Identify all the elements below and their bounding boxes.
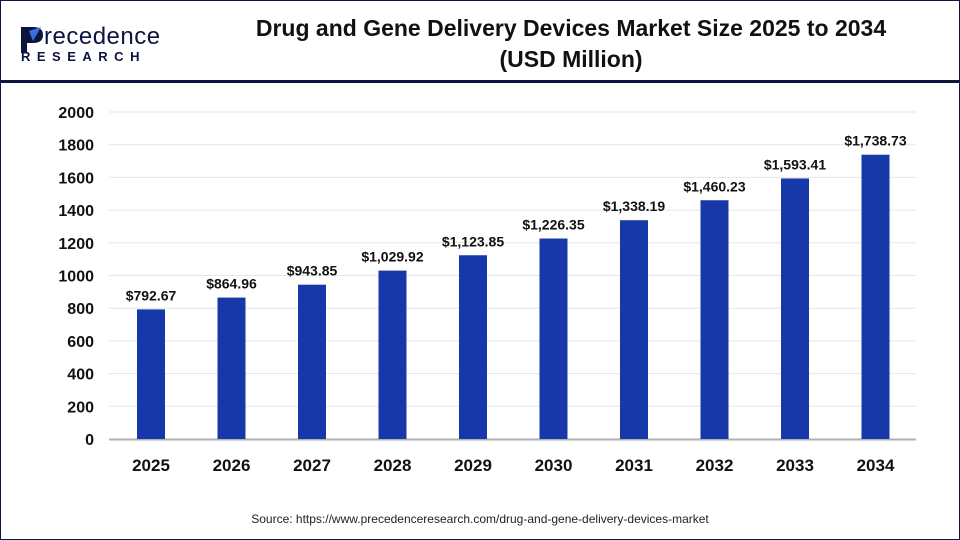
data-label: $1,029.92 (361, 249, 423, 265)
y-tick-label: 400 (67, 367, 94, 384)
data-label: $1,123.85 (442, 233, 504, 249)
y-tick-label: 1600 (58, 170, 94, 187)
x-tick-label: 2026 (213, 456, 251, 475)
y-tick-label: 800 (67, 301, 94, 318)
x-tick-label: 2034 (857, 456, 895, 475)
bar-2026 (217, 297, 246, 439)
x-tick-label: 2033 (776, 456, 814, 475)
bar-2030 (539, 238, 568, 439)
x-tick-label: 2028 (374, 456, 412, 475)
bar-2025 (137, 309, 165, 439)
y-tick-label: 1800 (58, 138, 94, 155)
x-tick-label: 2031 (615, 456, 653, 475)
y-tick-label: 1200 (58, 236, 94, 253)
bar-2031 (620, 220, 648, 439)
svg-text:recedence: recedence (44, 23, 161, 50)
y-tick-label: 2000 (58, 105, 94, 122)
y-tick-label: 1000 (58, 269, 94, 286)
data-label: $1,460.23 (683, 178, 745, 194)
bar-2033 (781, 178, 809, 439)
bar-2027 (298, 284, 326, 439)
y-tick-label: 200 (67, 399, 94, 416)
svg-text:RESEARCH: RESEARCH (21, 49, 146, 64)
bar-2032 (700, 200, 729, 439)
bar-2034 (861, 154, 890, 439)
x-tick-label: 2032 (696, 456, 734, 475)
data-label: $792.67 (126, 287, 177, 303)
bar-2029 (459, 255, 487, 439)
x-tick-label: 2030 (535, 456, 573, 475)
bar-2028 (378, 270, 407, 439)
source-text: Source: https://www.precedenceresearch.c… (251, 512, 709, 526)
y-tick-label: 1400 (58, 203, 94, 220)
header-divider (1, 80, 959, 83)
y-tick-label: 600 (67, 334, 94, 351)
y-tick-label: 0 (85, 432, 94, 449)
data-label: $943.85 (287, 263, 338, 279)
x-tick-label: 2025 (132, 456, 170, 475)
data-label: $1,338.19 (603, 198, 665, 214)
x-tick-label: 2027 (293, 456, 331, 475)
chart-title: Drug and Gene Delivery Devices Market Si… (201, 13, 941, 75)
data-label: $864.96 (206, 276, 257, 292)
title-line-2: (USD Million) (499, 46, 643, 72)
bar-chart: 0 200 400 600 800 1000 1200 1400 1600 1800 2000 $79… (58, 105, 916, 475)
x-tick-label: 2029 (454, 456, 492, 475)
title-line-1: Drug and Gene Delivery Devices Market Si… (255, 15, 887, 41)
data-label: $1,593.41 (764, 156, 826, 172)
data-label: $1,738.73 (844, 133, 906, 149)
precedence-research-logo: recedence RESEARCH (17, 23, 167, 70)
data-label: $1,226.35 (522, 216, 584, 232)
